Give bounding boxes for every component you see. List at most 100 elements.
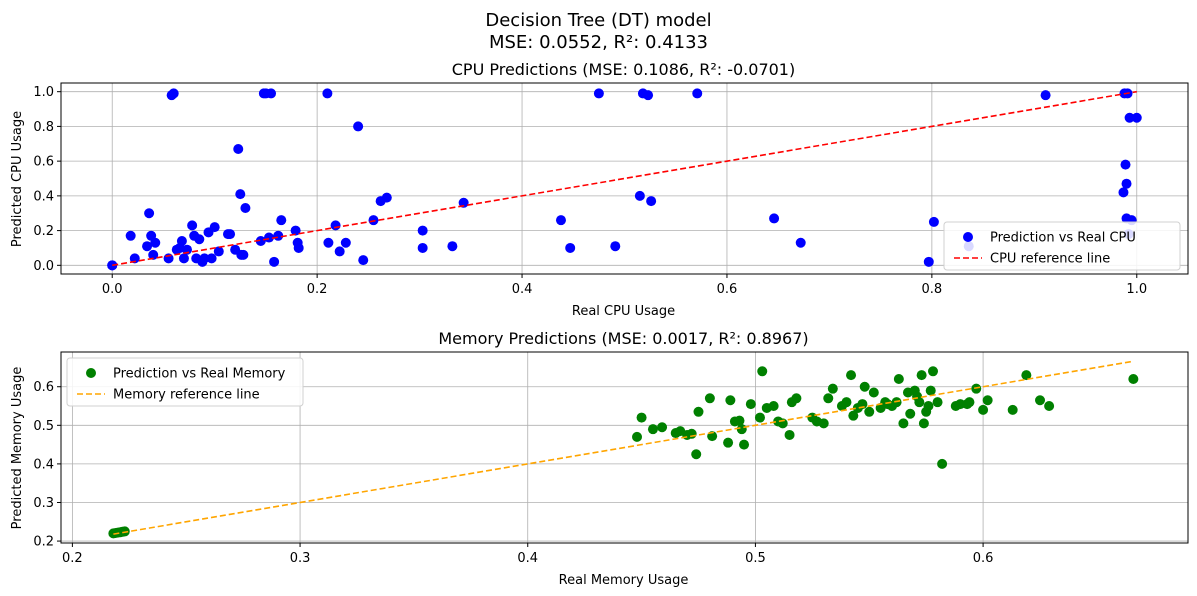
memory-scatter-point bbox=[848, 410, 859, 421]
memory-legend-label: Prediction vs Real Memory bbox=[113, 367, 286, 382]
cpu-scatter-point bbox=[150, 237, 161, 248]
memory-legend: Prediction vs Real Memory Memory referenc… bbox=[66, 357, 304, 407]
cpu-scatter-point bbox=[148, 249, 159, 260]
memory-scatter-point bbox=[923, 401, 934, 412]
cpu-scatter-point bbox=[1040, 90, 1051, 101]
memory-legend-label: Memory reference line bbox=[113, 388, 260, 403]
cpu-x-tick-label: 0.0 bbox=[102, 282, 123, 297]
memory-x-tick-label: 0.6 bbox=[973, 551, 994, 566]
cpu-scatter-point bbox=[1124, 112, 1135, 123]
cpu-scatter-point bbox=[255, 236, 266, 247]
memory-y-tick-label: 0.3 bbox=[33, 496, 54, 511]
memory-legend-marker bbox=[86, 368, 96, 378]
memory-scatter-point bbox=[723, 437, 734, 448]
cpu-scatter-point bbox=[187, 220, 198, 231]
cpu-x-tick-label: 0.2 bbox=[307, 282, 328, 297]
memory-y-tick-label: 0.5 bbox=[33, 419, 54, 434]
cpu-scatter-point bbox=[610, 241, 621, 252]
cpu-scatter-point bbox=[206, 253, 217, 264]
cpu-scatter-point bbox=[142, 241, 153, 252]
memory-scatter-point bbox=[928, 366, 939, 377]
cpu-scatter-point bbox=[213, 246, 224, 257]
cpu-legend-label: Prediction vs Real CPU bbox=[990, 231, 1136, 246]
memory-scatter-point bbox=[757, 366, 768, 377]
cpu-scatter-point bbox=[240, 203, 251, 214]
memory-scatter-point bbox=[841, 397, 852, 408]
memory-scatter-point bbox=[768, 401, 779, 412]
memory-scatter-point bbox=[636, 412, 647, 423]
cpu-scatter-point bbox=[458, 197, 469, 208]
cpu-y-axis-label: Predicted CPU Usage bbox=[10, 111, 25, 247]
cpu-scatter-point bbox=[233, 143, 244, 154]
cpu-scatter-point bbox=[144, 208, 155, 219]
memory-scatter-point bbox=[982, 395, 993, 406]
cpu-scatter-point bbox=[692, 88, 703, 99]
memory-x-tick-label: 0.3 bbox=[290, 551, 311, 566]
memory-scatter-point bbox=[736, 424, 747, 435]
cpu-scatter-point bbox=[417, 225, 428, 236]
cpu-scatter-point bbox=[263, 232, 274, 243]
cpu-y-tick-label: 0.0 bbox=[33, 259, 54, 274]
memory-scatter-point bbox=[1128, 374, 1139, 385]
cpu-scatter-point bbox=[323, 237, 334, 248]
cpu-y-tick-label: 1.0 bbox=[33, 85, 54, 100]
cpu-scatter-point bbox=[340, 237, 351, 248]
cpu-scatter-point bbox=[381, 192, 392, 203]
memory-scatter-point bbox=[859, 381, 870, 392]
memory-scatter-point bbox=[739, 439, 750, 450]
cpu-scatter-point bbox=[447, 241, 458, 252]
cpu-x-axis-label: Real CPU Usage bbox=[572, 304, 675, 319]
memory-scatter-point bbox=[905, 408, 916, 419]
memory-scatter-point bbox=[955, 399, 966, 410]
figure-title-line-1: Decision Tree (DT) model bbox=[485, 10, 711, 31]
cpu-scatter-point bbox=[417, 242, 428, 253]
cpu-scatter-point bbox=[182, 244, 193, 255]
cpu-panel: CPU Predictions (MSE: 0.1086, R²: -0.070… bbox=[10, 60, 1189, 319]
cpu-scatter-point bbox=[593, 88, 604, 99]
memory-scatter-point bbox=[1021, 370, 1032, 381]
memory-scatter-point bbox=[925, 385, 936, 396]
memory-scatter-point bbox=[937, 458, 948, 469]
memory-scatter-point bbox=[704, 393, 715, 404]
cpu-x-tick-label: 0.6 bbox=[717, 282, 738, 297]
cpu-scatter-point bbox=[769, 213, 780, 224]
cpu-scatter-point bbox=[923, 256, 934, 267]
cpu-x-tick-label: 1.0 bbox=[1126, 282, 1147, 297]
cpu-scatter-point bbox=[1131, 112, 1142, 123]
memory-x-tick-label: 0.2 bbox=[62, 551, 83, 566]
cpu-y-tick-label: 0.8 bbox=[33, 120, 54, 135]
cpu-scatter-point bbox=[276, 215, 287, 226]
cpu-scatter-point bbox=[634, 190, 645, 201]
memory-scatter-point bbox=[754, 412, 765, 423]
memory-scatter-point bbox=[932, 397, 943, 408]
memory-scatter-point bbox=[868, 387, 879, 398]
cpu-legend: Prediction vs Real CPU CPU reference line bbox=[943, 221, 1181, 271]
cpu-scatter-point bbox=[368, 215, 379, 226]
cpu-scatter-point bbox=[646, 196, 657, 207]
cpu-scatter-point bbox=[194, 234, 205, 245]
memory-legend-box bbox=[66, 357, 304, 407]
memory-scatter-point bbox=[827, 383, 838, 394]
cpu-axes-frame bbox=[60, 82, 1189, 275]
memory-y-tick-label: 0.6 bbox=[33, 380, 54, 395]
memory-scatter-point bbox=[857, 399, 868, 410]
cpu-scatter-point bbox=[643, 90, 654, 101]
memory-x-axis-label: Real Memory Usage bbox=[559, 573, 689, 588]
memory-y-tick-label: 0.4 bbox=[33, 457, 54, 472]
cpu-scatter-point bbox=[1120, 159, 1131, 170]
cpu-scatter-point bbox=[235, 189, 246, 200]
cpu-scatter-point bbox=[334, 246, 345, 257]
cpu-scatter-point bbox=[1118, 187, 1129, 198]
memory-y-axis-label: Predicted Memory Usage bbox=[10, 367, 25, 530]
cpu-scatter-point bbox=[199, 253, 210, 264]
cpu-x-tick-label: 0.8 bbox=[922, 282, 943, 297]
cpu-scatter-point bbox=[163, 253, 174, 264]
memory-scatter-point bbox=[632, 431, 643, 442]
cpu-scatter-point bbox=[125, 230, 136, 241]
memory-scatter-point bbox=[691, 449, 702, 460]
cpu-legend-marker bbox=[963, 232, 973, 242]
memory-scatter-point bbox=[898, 418, 909, 429]
cpu-y-tick-label: 0.4 bbox=[33, 189, 54, 204]
